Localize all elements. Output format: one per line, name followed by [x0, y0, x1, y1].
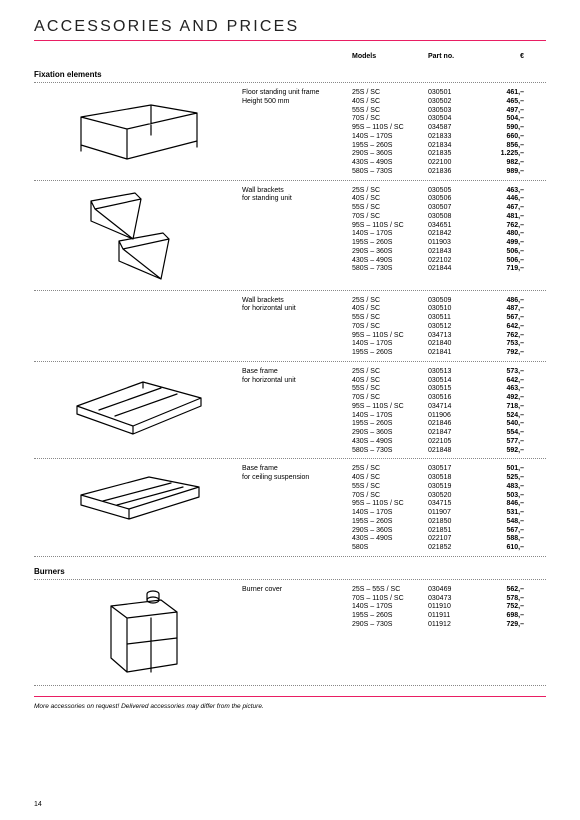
item-description: Base framefor ceiling suspension [242, 465, 352, 483]
item-row: Wall bracketsfor standing unit25S / SC40… [34, 187, 546, 287]
models-column: 25S / SC40S / SC55S / SC70S / SC95S – 11… [352, 368, 428, 456]
item-row: Base framefor horizontal unit25S / SC40S… [34, 368, 546, 456]
price-column: 562,–578,–752,–698,–729,– [480, 586, 524, 630]
item-illustration [34, 465, 242, 535]
section-title: Fixation elements [34, 70, 546, 79]
price-column: 573,–642,–463,–492,–718,–524,–540,–554,–… [480, 368, 524, 456]
item-illustration [34, 89, 242, 167]
divider [34, 40, 546, 41]
item-illustration [34, 368, 242, 450]
models-column: 25S / SC40S / SC55S / SC70S / SC95S – 11… [352, 297, 428, 358]
item-description: Base framefor horizontal unit [242, 368, 352, 386]
part-column: 030469030473011910011911011912 [428, 586, 480, 630]
part-header: Part no. [428, 53, 480, 60]
footnote: More accessories on request! Delivered a… [34, 703, 546, 710]
models-column: 25S – 55S / SC70S – 110S / SC140S – 170S… [352, 586, 428, 630]
item-description: Wall bracketsfor standing unit [242, 187, 352, 205]
item-row: Base framefor ceiling suspension25S / SC… [34, 465, 546, 553]
column-headers: Models Part no. € [34, 53, 546, 60]
page-title: ACCESSORIES AND PRICES [34, 18, 546, 36]
models-column: 25S / SC40S / SC55S / SC70S / SC95S – 11… [352, 89, 428, 177]
item-row: Burner cover25S – 55S / SC70S – 110S / S… [34, 586, 546, 682]
item-description: Floor standing unit frameHeight 500 mm [242, 89, 352, 107]
part-column: 0305090305100305110305120347130218400218… [428, 297, 480, 358]
divider [34, 696, 546, 697]
item-description: Wall bracketsfor horizontal unit [242, 297, 352, 315]
part-column: 0305010305020305030305040345870218330218… [428, 89, 480, 177]
item-row: Floor standing unit frameHeight 500 mm25… [34, 89, 546, 177]
models-column: 25S / SC40S / SC55S / SC70S / SC95S – 11… [352, 187, 428, 275]
price-column: 501,–525,–483,–503,–846,–531,–548,–567,–… [480, 465, 524, 553]
page-number: 14 [34, 801, 42, 808]
part-column: 0305170305180305190305200347150119070218… [428, 465, 480, 553]
part-column: 0305050305060305070305080346510218420119… [428, 187, 480, 275]
section-title: Burners [34, 567, 546, 576]
part-column: 0305130305140305150305160347140119060218… [428, 368, 480, 456]
item-description: Burner cover [242, 586, 352, 595]
item-illustration [34, 187, 242, 287]
euro-header: € [480, 53, 524, 60]
item-illustration [34, 586, 242, 682]
models-column: 25S / SC40S / SC55S / SC70S / SC95S – 11… [352, 465, 428, 553]
price-column: 486,–487,–567,–642,–762,–753,–792,– [480, 297, 524, 358]
models-header: Models [352, 53, 428, 60]
price-column: 463,–446,–467,–481,–762,–480,–499,–506,–… [480, 187, 524, 275]
price-column: 461,–465,–497,–504,–590,–660,–856,–1.225… [480, 89, 524, 177]
item-row: Wall bracketsfor horizontal unit25S / SC… [34, 297, 546, 358]
